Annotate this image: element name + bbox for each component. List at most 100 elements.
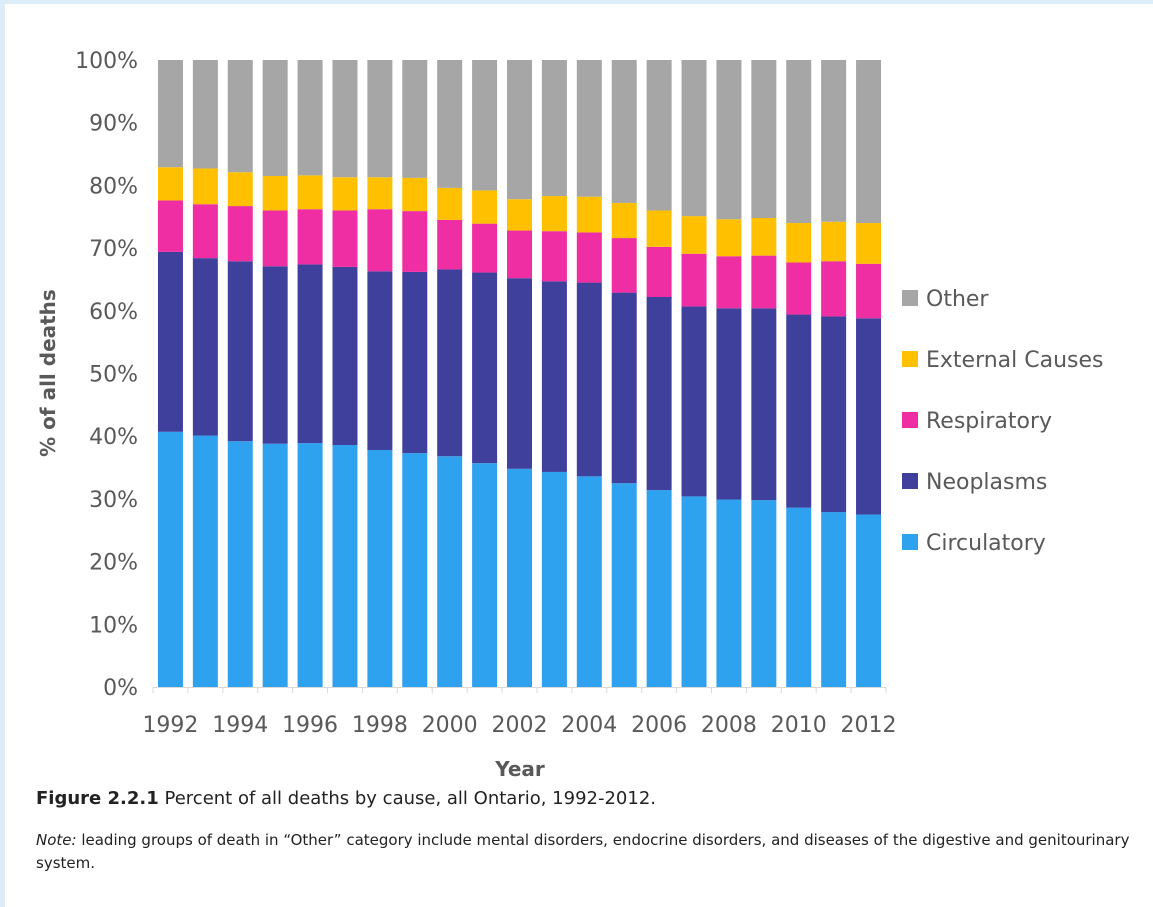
- legend: Other External Causes Respiratory Neoplasms…: [902, 287, 1104, 556]
- y-tick-label: 50%: [89, 363, 138, 388]
- bar-segment-neoplasms-2003: [541, 281, 567, 472]
- y-axis-title: % of all deaths: [36, 289, 60, 457]
- x-tick-label: 1996: [282, 713, 338, 738]
- bar-segment-respiratory-1996: [297, 209, 323, 265]
- bar-segment-circulatory-1992: [157, 431, 183, 687]
- bar-segment-external-causes-2006: [646, 210, 672, 247]
- bar-segment-external-causes-1999: [402, 177, 428, 212]
- x-axis-title: Year: [494, 757, 545, 780]
- bar-segment-neoplasms-1999: [402, 271, 428, 454]
- bar-segment-respiratory-1999: [402, 211, 428, 272]
- x-tick-label: 2012: [841, 713, 897, 738]
- note-text: leading groups of death in “Other” categ…: [36, 831, 1130, 872]
- bar-segment-neoplasms-2007: [681, 306, 707, 497]
- bar-segment-circulatory-2000: [437, 456, 463, 687]
- y-tick-label: 100%: [75, 49, 138, 74]
- bar-segment-other-2001: [472, 60, 498, 191]
- legend-label-external-causes: External Causes: [926, 348, 1104, 373]
- stacked-bar-chart: 0%10%20%30%40%50%60%70%80%90%100% 1992 19…: [36, 49, 1104, 780]
- y-tick-label: 10%: [89, 613, 138, 638]
- bar-segment-other-1995: [262, 60, 288, 176]
- bar-segment-circulatory-1999: [402, 453, 428, 687]
- bar-segment-respiratory-2007: [681, 253, 707, 307]
- bar-segment-circulatory-1996: [297, 443, 323, 687]
- bar-segment-other-1994: [227, 60, 253, 173]
- x-axis: 1992 1994 1996 1998 2000 2002 2004 2006 2008 2010…: [142, 687, 897, 738]
- bar-segment-neoplasms-2010: [786, 314, 812, 508]
- bar-segment-external-causes-2004: [576, 196, 602, 233]
- bar-segment-external-causes-2012: [856, 223, 882, 264]
- bar-segment-circulatory-1994: [227, 441, 253, 687]
- legend-swatch-other: [902, 290, 918, 306]
- bar-segment-circulatory-2001: [472, 463, 498, 687]
- bar-segment-respiratory-1998: [367, 209, 393, 272]
- bar-segment-neoplasms-2012: [856, 318, 882, 515]
- y-tick-label: 60%: [89, 300, 138, 325]
- legend-swatch-neoplasms: [902, 473, 918, 489]
- bar-segment-other-1999: [402, 60, 428, 178]
- bar-segment-respiratory-1997: [332, 210, 358, 267]
- bar-segment-neoplasms-2006: [646, 297, 672, 491]
- bar-segment-other-2009: [751, 60, 777, 219]
- bar-segment-circulatory-1993: [192, 435, 218, 687]
- bar-segment-neoplasms-2000: [437, 269, 463, 457]
- bar-segment-neoplasms-1997: [332, 266, 358, 445]
- bar-segment-respiratory-2010: [786, 262, 812, 315]
- bar-segment-circulatory-2008: [716, 499, 742, 687]
- legend-swatch-external-causes: [902, 351, 918, 367]
- bar-segment-neoplasms-2004: [576, 282, 602, 477]
- y-axis: 0% 10% 20% 30% 40% 50% 60% 70% 80% 90% 100%: [75, 49, 138, 701]
- bar-segment-external-causes-2000: [437, 187, 463, 220]
- bar-segment-other-2006: [646, 60, 672, 211]
- bar-segment-circulatory-2005: [611, 483, 637, 687]
- bar-segment-other-2002: [507, 60, 532, 200]
- x-tick-label: 2004: [561, 713, 617, 738]
- bar-segment-circulatory-2009: [751, 500, 777, 687]
- y-tick-label: 30%: [89, 488, 138, 513]
- bar-segment-circulatory-2007: [681, 496, 707, 687]
- bar-segment-neoplasms-2001: [472, 272, 498, 464]
- bar-segment-external-causes-2002: [507, 199, 532, 231]
- bar-segment-respiratory-2000: [437, 219, 463, 270]
- legend-label-circulatory: Circulatory: [926, 531, 1046, 556]
- y-tick-label: 80%: [89, 174, 138, 199]
- bar-segment-other-2000: [437, 60, 463, 188]
- x-tick-label: 2010: [771, 713, 827, 738]
- bar-segment-external-causes-1996: [297, 175, 323, 210]
- bar-segment-neoplasms-1996: [297, 264, 323, 444]
- bar-segment-external-causes-1995: [262, 175, 288, 211]
- figure-caption: Figure 2.2.1 Percent of all deaths by ca…: [36, 788, 656, 809]
- x-tick-label: 2006: [631, 713, 687, 738]
- bar-segment-external-causes-2003: [541, 196, 567, 232]
- bar-segment-other-2008: [716, 60, 742, 220]
- legend-swatch-circulatory: [902, 534, 918, 550]
- bar-segment-neoplasms-2002: [507, 278, 532, 469]
- y-tick-label: 90%: [89, 112, 138, 137]
- bar-segment-circulatory-1998: [367, 449, 393, 687]
- bar-segment-respiratory-1992: [157, 200, 183, 252]
- legend-swatch-respiratory: [902, 412, 918, 428]
- bar-segment-external-causes-1997: [332, 177, 358, 211]
- bar-segment-neoplasms-2005: [611, 292, 637, 484]
- note-label: Note:: [36, 831, 77, 849]
- figure-note: Note: leading groups of death in “Other”…: [36, 829, 1136, 875]
- x-tick-label: 1998: [352, 713, 408, 738]
- bar-segment-circulatory-2011: [821, 512, 847, 687]
- bar-segment-circulatory-2003: [541, 471, 567, 687]
- bar-segment-neoplasms-2009: [751, 308, 777, 501]
- bar-segment-other-2003: [541, 60, 567, 197]
- bar-segment-external-causes-2007: [681, 216, 707, 254]
- bar-segment-external-causes-1992: [157, 167, 183, 201]
- bar-segment-respiratory-1994: [227, 206, 253, 262]
- bar-segment-external-causes-1998: [367, 177, 393, 210]
- legend-label-respiratory: Respiratory: [926, 409, 1052, 434]
- bar-segment-external-causes-1993: [192, 168, 218, 205]
- y-tick-label: 20%: [89, 551, 138, 576]
- bar-segment-respiratory-2002: [507, 230, 532, 279]
- bar-segment-respiratory-2005: [611, 238, 637, 293]
- x-tick-label: 2008: [701, 713, 757, 738]
- bar-segment-external-causes-2011: [821, 221, 847, 262]
- x-tick-label: 1992: [142, 713, 198, 738]
- bar-segment-external-causes-1994: [227, 172, 253, 207]
- bar-segment-external-causes-2009: [751, 218, 777, 256]
